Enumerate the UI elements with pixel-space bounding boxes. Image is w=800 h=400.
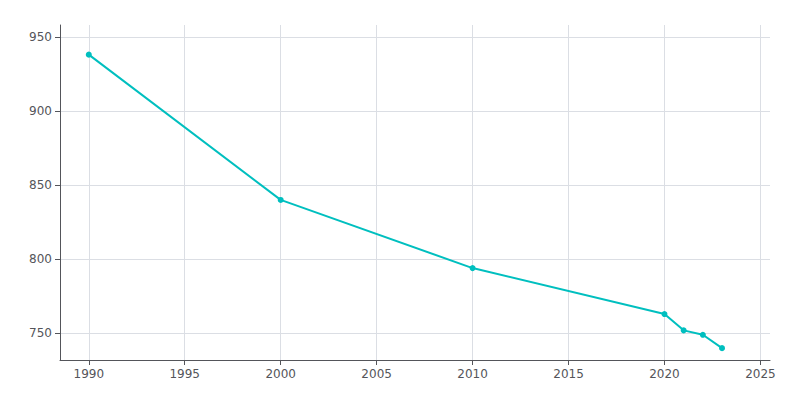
svg-text:2015: 2015 [553, 367, 584, 381]
svg-text:2020: 2020 [649, 367, 680, 381]
svg-text:2005: 2005 [361, 367, 392, 381]
svg-text:1995: 1995 [169, 367, 200, 381]
svg-text:2000: 2000 [265, 367, 296, 381]
svg-text:950: 950 [29, 30, 52, 44]
svg-text:850: 850 [29, 178, 52, 192]
svg-text:2010: 2010 [457, 367, 488, 381]
svg-text:1990: 1990 [74, 367, 105, 381]
svg-text:900: 900 [29, 104, 52, 118]
svg-text:750: 750 [29, 326, 52, 340]
svg-text:800: 800 [29, 252, 52, 266]
svg-text:2025: 2025 [745, 367, 776, 381]
